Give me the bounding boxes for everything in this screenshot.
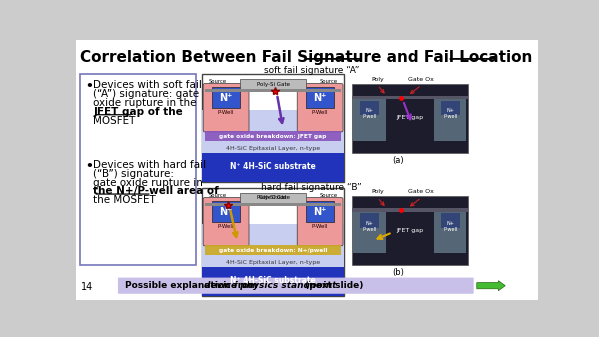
Bar xyxy=(202,224,344,272)
Text: Source: Source xyxy=(320,79,338,84)
Text: JFET gap: JFET gap xyxy=(396,115,423,120)
Text: MOSFET: MOSFET xyxy=(93,116,136,126)
Text: (b): (b) xyxy=(392,268,404,277)
Text: N+
P-well: N+ P-well xyxy=(362,108,377,119)
Text: N+
P-well: N+ P-well xyxy=(443,221,457,232)
FancyBboxPatch shape xyxy=(80,74,196,265)
Text: •: • xyxy=(86,160,93,173)
Text: JFET gap: JFET gap xyxy=(396,228,423,233)
Bar xyxy=(205,89,341,92)
Text: N+
P-well: N+ P-well xyxy=(362,221,377,232)
Text: N⁺: N⁺ xyxy=(219,207,233,217)
Text: gate oxide breakdown: JFET gap: gate oxide breakdown: JFET gap xyxy=(219,134,327,139)
FancyBboxPatch shape xyxy=(203,197,249,246)
Text: Gate Ox: Gate Ox xyxy=(409,189,434,194)
Bar xyxy=(434,212,467,253)
Text: Poly: Poly xyxy=(371,189,384,194)
Text: (“A”) signature: gate: (“A”) signature: gate xyxy=(93,89,199,99)
FancyBboxPatch shape xyxy=(203,84,249,132)
Text: gate oxide rupture in: gate oxide rupture in xyxy=(93,178,203,187)
Text: Possible explanation from: Possible explanation from xyxy=(125,281,261,290)
Text: N⁺: N⁺ xyxy=(219,93,233,102)
Text: Poly-Si Gate: Poly-Si Gate xyxy=(256,195,289,201)
Bar xyxy=(202,74,344,182)
FancyBboxPatch shape xyxy=(297,84,343,132)
FancyBboxPatch shape xyxy=(118,278,474,294)
Text: Devices with soft fail: Devices with soft fail xyxy=(93,81,202,90)
Bar xyxy=(202,188,344,296)
FancyBboxPatch shape xyxy=(212,87,240,108)
Text: (“B”) signature:: (“B”) signature: xyxy=(93,168,174,179)
FancyBboxPatch shape xyxy=(297,197,343,246)
Text: (next slide): (next slide) xyxy=(302,281,364,290)
Text: 4H-SiC Epitaxial Layer, n-type: 4H-SiC Epitaxial Layer, n-type xyxy=(226,260,320,265)
Bar xyxy=(440,213,460,228)
Text: P-Well: P-Well xyxy=(312,110,328,115)
Text: P-Well: P-Well xyxy=(218,224,234,229)
FancyBboxPatch shape xyxy=(306,87,334,108)
Bar xyxy=(205,131,341,141)
Text: device physics standpoint: device physics standpoint xyxy=(204,281,337,290)
Bar xyxy=(359,213,379,228)
Text: JFET gap of the: JFET gap of the xyxy=(93,107,183,117)
Bar xyxy=(353,212,386,253)
Text: N⁺: N⁺ xyxy=(313,207,327,217)
FancyBboxPatch shape xyxy=(212,202,240,222)
Text: Gate Ox: Gate Ox xyxy=(409,77,434,82)
Text: P-Well: P-Well xyxy=(218,110,234,115)
Text: gate oxide breakdown: N+/pwell: gate oxide breakdown: N+/pwell xyxy=(219,248,328,253)
Text: Gate Oxide: Gate Oxide xyxy=(259,195,287,201)
Text: Correlation Between Fail Signature and Fail Location: Correlation Between Fail Signature and F… xyxy=(80,51,533,65)
Text: Source: Source xyxy=(208,79,226,84)
Bar xyxy=(352,196,468,265)
Text: N⁺ 4H-SiC substrate: N⁺ 4H-SiC substrate xyxy=(230,276,316,284)
Text: the MOSFET: the MOSFET xyxy=(93,195,156,205)
Bar xyxy=(440,101,460,115)
Bar xyxy=(205,203,341,206)
Bar xyxy=(202,110,344,158)
Text: hard fail signature “B”: hard fail signature “B” xyxy=(261,183,362,192)
Text: •: • xyxy=(86,81,93,93)
Text: N⁺ 4H-SiC substrate: N⁺ 4H-SiC substrate xyxy=(230,162,316,171)
Bar xyxy=(202,153,344,182)
Bar xyxy=(202,267,344,296)
Text: the N+/P-well area of: the N+/P-well area of xyxy=(93,186,219,196)
Text: N+
P-well: N+ P-well xyxy=(443,108,457,119)
Text: Poly-Si Gate: Poly-Si Gate xyxy=(256,82,289,87)
Text: oxide rupture in the: oxide rupture in the xyxy=(93,98,197,108)
Text: Source: Source xyxy=(320,193,338,198)
Bar xyxy=(353,99,386,141)
Text: P-Well: P-Well xyxy=(312,224,328,229)
FancyArrow shape xyxy=(477,281,506,291)
Bar xyxy=(352,209,468,212)
Bar xyxy=(205,245,341,255)
Text: Poly: Poly xyxy=(371,77,384,82)
Text: N⁺: N⁺ xyxy=(313,93,327,102)
Text: Source: Source xyxy=(208,193,226,198)
FancyBboxPatch shape xyxy=(306,202,334,222)
Text: (a): (a) xyxy=(392,156,404,165)
Text: soft fail signature “A”: soft fail signature “A” xyxy=(264,66,359,75)
Bar xyxy=(352,96,468,99)
Bar xyxy=(352,84,468,153)
FancyBboxPatch shape xyxy=(240,192,306,203)
Text: 14: 14 xyxy=(81,282,93,292)
Bar xyxy=(434,99,467,141)
FancyBboxPatch shape xyxy=(240,79,306,89)
Text: Devices with hard fail: Devices with hard fail xyxy=(93,160,207,170)
Text: 4H-SiC Epitaxial Layer, n-type: 4H-SiC Epitaxial Layer, n-type xyxy=(226,146,320,151)
Bar xyxy=(359,101,379,115)
